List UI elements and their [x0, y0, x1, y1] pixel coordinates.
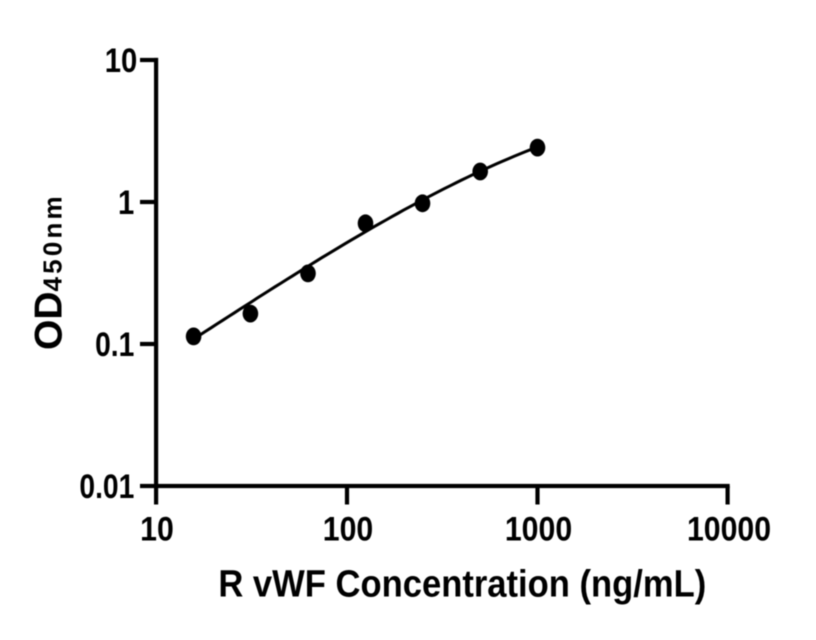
svg-text:R vWF Concentration (ng/mL): R vWF Concentration (ng/mL) — [218, 562, 706, 605]
svg-text:10: 10 — [140, 510, 174, 548]
svg-text:1: 1 — [118, 183, 134, 222]
svg-text:0.1: 0.1 — [95, 326, 134, 364]
svg-text:1000: 1000 — [505, 510, 572, 548]
svg-text:0.01: 0.01 — [79, 468, 134, 506]
svg-text:10000: 10000 — [687, 510, 771, 548]
svg-text:100: 100 — [323, 510, 373, 548]
svg-text:10: 10 — [105, 41, 138, 80]
